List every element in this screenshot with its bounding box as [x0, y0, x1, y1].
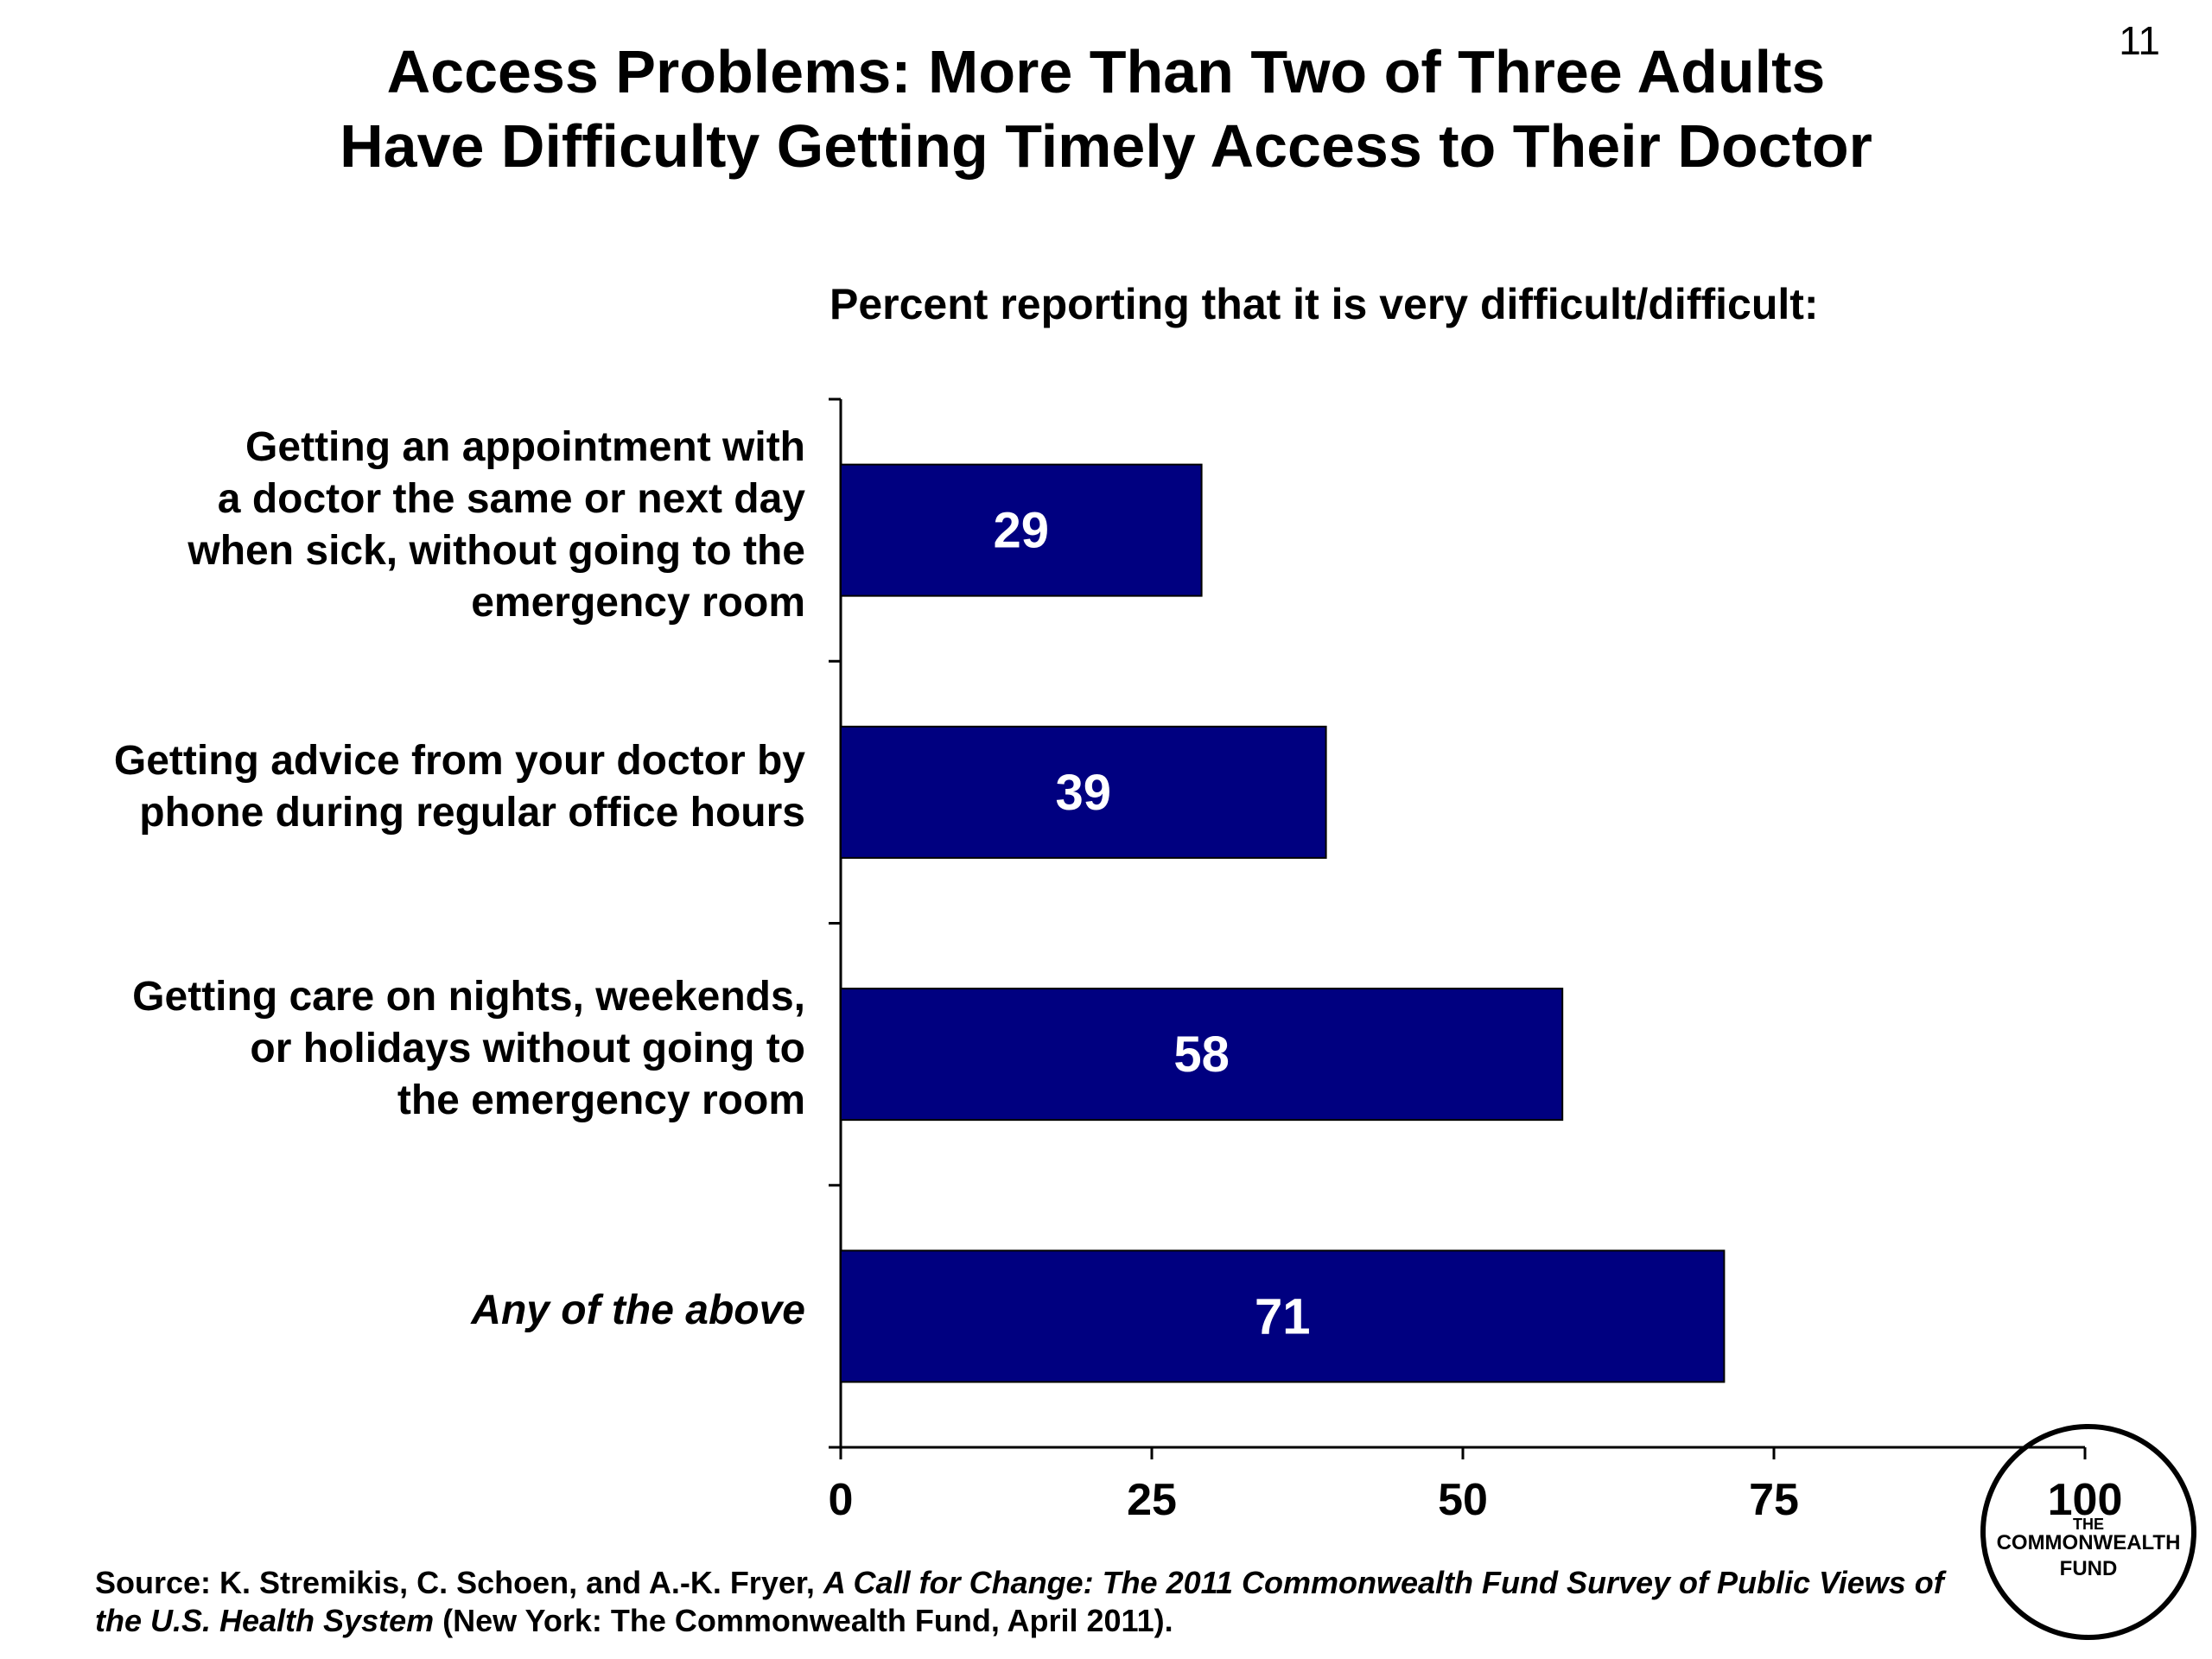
slide-number: 11 [2119, 18, 2160, 63]
slide-title: Access Problems: More Than Two of Three … [0, 35, 2212, 183]
category-label-line: Getting advice from your doctor by [113, 737, 805, 784]
x-tick-label: 75 [1749, 1475, 1799, 1525]
chart-subtitle: Percent reporting that it is very diffic… [830, 280, 1819, 328]
category-label-line: or holidays without going to [250, 1026, 805, 1072]
category-label-line: phone during regular office hours [139, 789, 805, 836]
title-line-2: Have Difficulty Getting Timely Access to… [340, 112, 1872, 180]
category-label-line: when sick, without going to the [188, 527, 805, 574]
category-label: Getting advice from your doctor by phone … [10, 735, 805, 839]
source-suffix: (New York: The Commonwealth Fund, April … [434, 1603, 1173, 1638]
category-label-line: Getting care on nights, weekends, [132, 974, 805, 1020]
source-prefix: Source: K. Stremikis, C. Schoen, and A.-… [95, 1565, 823, 1600]
bar-value-label: 71 [1255, 1288, 1311, 1344]
x-tick-label: 0 [829, 1475, 854, 1525]
x-tick-label: 25 [1127, 1475, 1177, 1525]
category-label-line: Any of the above [471, 1287, 805, 1334]
logo-line-3: FUND [2059, 1557, 2118, 1580]
category-label-line: Getting an appointment with [245, 423, 805, 470]
x-tick-label: 50 [1438, 1475, 1488, 1525]
bar [840, 1249, 1726, 1383]
category-label: Getting an appointment with a doctor the … [10, 422, 805, 629]
logo-line-2: COMMONWEALTH [1996, 1531, 2181, 1554]
commonwealth-fund-logo: THE COMMONWEALTH FUND [1980, 1424, 2196, 1640]
bar [840, 725, 1327, 859]
source-note: Source: K. Stremikis, C. Schoen, and A.-… [95, 1564, 1979, 1640]
bar [840, 988, 1564, 1122]
title-line-1: Access Problems: More Than Two of Three … [386, 38, 1826, 105]
category-label: Getting care on nights, weekends, or holi… [10, 971, 805, 1127]
source-publication: A Call for Change: The 2011 Commonwealth… [95, 1565, 1944, 1638]
category-label-line: a doctor the same or next day [217, 475, 805, 522]
bar-value-label: 29 [994, 503, 1050, 559]
category-label-line: emergency room [471, 579, 805, 626]
logo-line-1: THE [2073, 1516, 2104, 1533]
category-label-line: the emergency room [397, 1077, 805, 1124]
category-label: Any of the above [10, 1285, 805, 1337]
bar-value-label: 58 [1173, 1027, 1230, 1083]
bar [840, 463, 1203, 597]
bar-value-label: 39 [1056, 765, 1112, 821]
